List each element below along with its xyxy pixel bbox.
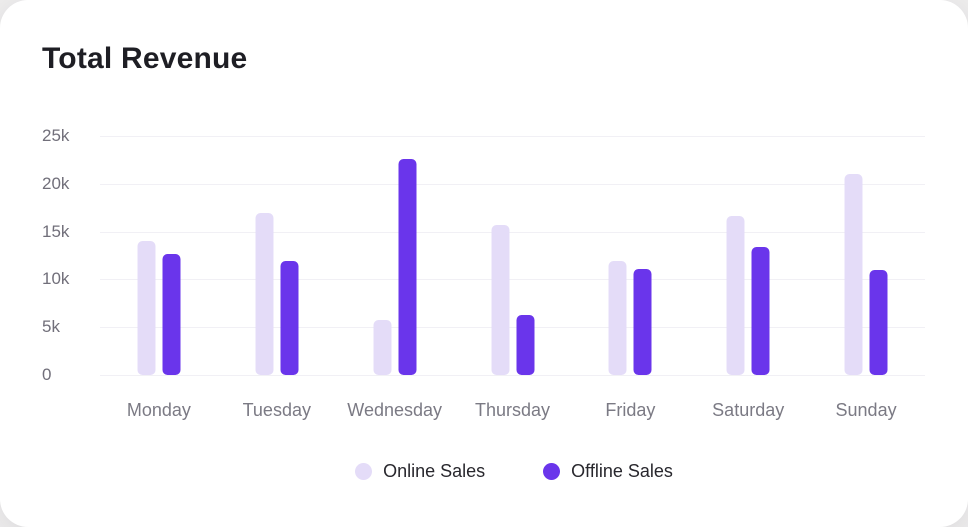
bar-offline-sales-tuesday[interactable]	[280, 261, 299, 375]
bar-offline-sales-wednesday[interactable]	[398, 158, 417, 375]
y-axis-tick-label-15k: 15k	[42, 221, 70, 241]
y-axis-tick-label-5k: 5k	[42, 317, 60, 337]
bar-offline-sales-monday[interactable]	[162, 253, 181, 375]
y-axis-tick-label-25k: 25k	[42, 126, 70, 145]
gridline-5k	[100, 327, 925, 329]
x-axis-label-monday: Monday	[126, 400, 191, 420]
legend-dot-offline-sales	[543, 463, 561, 480]
gridline-20k	[100, 183, 925, 185]
bar-online-sales-friday[interactable]	[608, 261, 627, 375]
bar-group-tuesday	[255, 136, 299, 375]
bar-offline-sales-saturday[interactable]	[751, 246, 770, 375]
legend-item-online-sales[interactable]: Online Sales	[355, 461, 485, 482]
chart-legend: Online Sales Offline Sales	[30, 461, 968, 482]
bar-group-wednesday	[373, 136, 417, 375]
y-axis-tick-label-0: 0	[42, 365, 52, 384]
bar-group-thursday	[491, 136, 534, 375]
x-axis-label-friday: Friday	[605, 400, 656, 420]
gridline-15k	[100, 231, 925, 233]
bar-group-friday	[608, 136, 652, 375]
x-axis-label-wednesday: Wednesday	[347, 400, 443, 420]
gridline-10k	[100, 279, 925, 281]
x-axis-label-sunday: Sunday	[835, 400, 897, 420]
bar-online-sales-tuesday[interactable]	[255, 212, 274, 375]
x-axis-label-saturday: Saturday	[712, 400, 785, 420]
y-axis-tick-label-10k: 10k	[42, 269, 70, 289]
bar-online-sales-monday[interactable]	[137, 241, 156, 375]
bar-group-sunday	[844, 136, 888, 375]
legend-label-offline-sales: Offline Sales	[571, 461, 673, 481]
x-axis-label-tuesday: Tuesday	[242, 400, 311, 420]
bar-online-sales-wednesday[interactable]	[373, 319, 392, 375]
bar-offline-sales-friday[interactable]	[633, 268, 652, 375]
x-axis-label-thursday: Thursday	[474, 400, 551, 420]
bar-online-sales-saturday[interactable]	[726, 216, 745, 375]
bar-online-sales-thursday[interactable]	[491, 224, 509, 375]
legend-item-offline-sales[interactable]: Offline Sales	[543, 461, 673, 482]
y-axis-tick-label-20k: 20k	[42, 173, 70, 193]
chart-title: Total Revenue	[42, 42, 248, 75]
legend-label-online-sales: Online Sales	[383, 461, 486, 481]
bar-offline-sales-thursday[interactable]	[516, 314, 534, 375]
gridline-0	[100, 375, 925, 376]
legend-dot-online-sales	[355, 463, 373, 480]
bar-group-saturday	[726, 136, 770, 375]
gridline-25k	[100, 136, 925, 137]
bar-online-sales-sunday[interactable]	[844, 174, 863, 375]
bar-offline-sales-sunday[interactable]	[869, 269, 888, 375]
bar-group-monday	[137, 136, 181, 375]
